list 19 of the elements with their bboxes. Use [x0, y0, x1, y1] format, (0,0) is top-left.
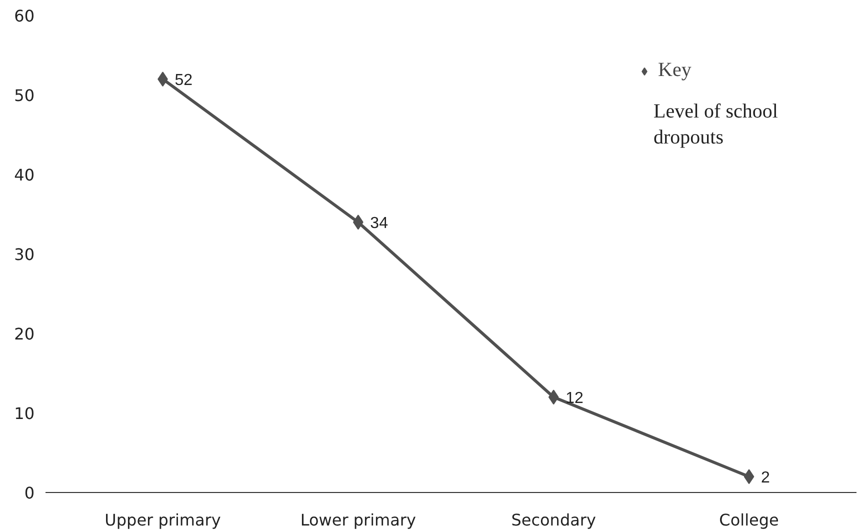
- y-tick-label: 40: [14, 166, 34, 184]
- y-tick-label: 10: [14, 404, 34, 423]
- annotation: Level of school dropouts: [654, 100, 778, 148]
- y-tick-label: 60: [14, 6, 34, 26]
- data-label: 52: [174, 72, 193, 90]
- point: [744, 469, 754, 484]
- data-label: 2: [761, 470, 770, 487]
- legend-label: Key: [658, 59, 692, 82]
- y-tick-label: 20: [14, 324, 34, 344]
- data-label: 12: [566, 390, 584, 408]
- x-tick-label: Upper primary: [104, 510, 221, 530]
- y-tick-label: 0: [24, 484, 35, 502]
- y-tick-label: 30: [14, 245, 34, 264]
- data-label: 34: [370, 215, 388, 232]
- x-tick-label: Secondary: [511, 510, 596, 530]
- y-tick-label: 50: [14, 86, 34, 105]
- x-tick-label: Lower primary: [300, 510, 416, 530]
- point: [548, 390, 559, 405]
- x-tick-label: College: [719, 510, 779, 530]
